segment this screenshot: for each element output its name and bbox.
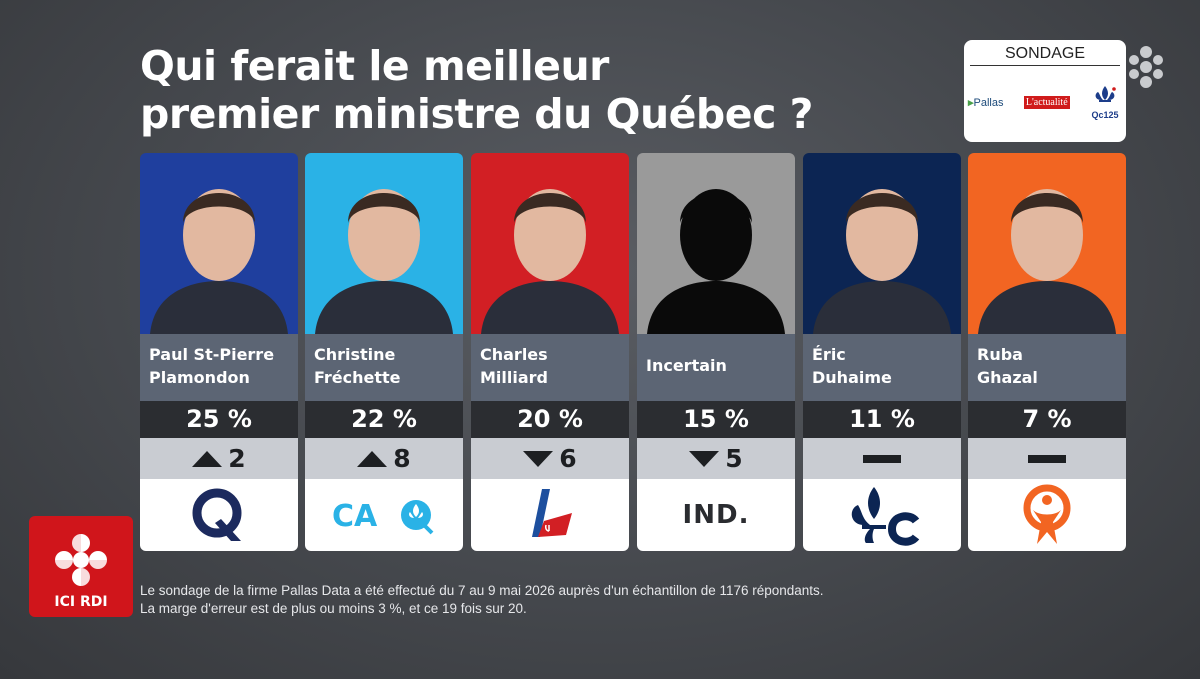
change-indicator: [803, 438, 961, 479]
footnote: Le sondage de la firme Pallas Data a été…: [140, 582, 1040, 618]
candidate-card: Ruba Ghazal 7 %: [968, 153, 1126, 551]
candidate-card: Éric Duhaime 11 %: [803, 153, 961, 551]
no-change-dash-icon: [863, 454, 901, 463]
svg-text:CA: CA: [332, 499, 378, 534]
change-indicator: 8: [305, 438, 463, 479]
candidate-name-line-2: Ghazal: [977, 368, 1038, 387]
arrow-up-icon: [357, 450, 388, 467]
candidate-portrait: [637, 153, 795, 334]
ici-rdi-logo: ICI RDI: [29, 516, 133, 617]
footnote-line-1: Le sondage de la firme Pallas Data a été…: [140, 583, 824, 598]
ici-rdi-label: ICI RDI: [54, 594, 108, 610]
candidate-portrait: [140, 153, 298, 334]
candidate-portrait: [968, 153, 1126, 334]
footnote-line-2: La marge d'erreur est de plus ou moins 3…: [140, 601, 527, 616]
pallas-logo: ▸Pallas: [968, 96, 1004, 109]
candidate-name-line-2: Duhaime: [812, 368, 892, 387]
caq-logo-icon: CA: [332, 499, 434, 535]
candidate-name: Ruba Ghazal: [968, 334, 1126, 401]
cbc-gem-icon: [1129, 46, 1163, 88]
candidate-portrait: [305, 153, 463, 334]
change-value: 6: [559, 444, 577, 473]
qs-logo-icon: [1023, 484, 1071, 544]
arrow-down-icon: [523, 450, 554, 467]
candidate-name-line-1: Charles: [480, 345, 548, 364]
ind-label: IND.: [682, 500, 750, 530]
candidate-name: Christine Fréchette: [305, 334, 463, 401]
change-indicator: 2: [140, 438, 298, 479]
candidate-name: Incertain: [637, 334, 795, 401]
pq-logo-icon: [192, 488, 242, 541]
candidate-name: Éric Duhaime: [803, 334, 961, 401]
candidate-photo: [140, 153, 298, 334]
percentage-value: 22 %: [305, 401, 463, 438]
candidate-name-line-2: Fréchette: [314, 368, 401, 387]
arrow-up-icon: [192, 450, 223, 467]
radio-canada-gem-icon: [55, 534, 107, 586]
candidate-card: Paul St-Pierre Plamondon 25 % 2: [140, 153, 298, 551]
title-line-1: Qui ferait le meilleur: [140, 42, 609, 90]
candidate-card: Charles Milliard 20 % 6: [471, 153, 629, 551]
percentage-value: 20 %: [471, 401, 629, 438]
candidate-card: Incertain 15 % 5 IND.: [637, 153, 795, 551]
pcq-logo-icon: [851, 487, 920, 546]
candidate-portrait: [471, 153, 629, 334]
candidate-photo: [471, 153, 629, 334]
badge-label: SONDAGE: [970, 43, 1120, 66]
change-indicator: 6: [471, 438, 629, 479]
candidate-name-line-1: Éric: [812, 345, 846, 364]
candidate-name: Paul St-Pierre Plamondon: [140, 334, 298, 401]
change-value: 8: [393, 444, 411, 473]
actualite-logo: L'actualité: [1023, 95, 1070, 109]
fleur-de-lis-icon: [1095, 86, 1116, 102]
party-logo: CA: [305, 479, 463, 551]
candidate-name-line-2: Plamondon: [149, 368, 250, 387]
candidate-card: Christine Fréchette 22 % 8 CA: [305, 153, 463, 551]
percentage-value: 7 %: [968, 401, 1126, 438]
change-indicator: 5: [637, 438, 795, 479]
party-logo: IND.: [637, 479, 795, 551]
change-value: 2: [228, 444, 246, 473]
candidate-name-line-1: Incertain: [646, 356, 727, 375]
candidate-photo: [637, 153, 795, 334]
chart-title: Qui ferait le meilleur premier ministre …: [140, 42, 920, 138]
percentage-value: 11 %: [803, 401, 961, 438]
percentage-value: 25 %: [140, 401, 298, 438]
candidate-name-line-1: Christine: [314, 345, 396, 364]
change-value: 5: [725, 444, 743, 473]
candidate-name-line-1: Ruba: [977, 345, 1023, 364]
candidate-name: Charles Milliard: [471, 334, 629, 401]
arrow-down-icon: [689, 450, 720, 467]
change-indicator: [968, 438, 1126, 479]
candidate-name-line-1: Paul St-Pierre: [149, 345, 275, 364]
percentage-value: 15 %: [637, 401, 795, 438]
candidate-portrait: [803, 153, 961, 334]
candidate-name-line-2: Milliard: [480, 368, 548, 387]
candidate-photo: [803, 153, 961, 334]
party-logo: [140, 479, 298, 551]
no-change-dash-icon: [1028, 454, 1066, 463]
party-logo: [968, 479, 1126, 551]
poll-badge: SONDAGE ▸Pallas L'actualité Qc125: [964, 40, 1126, 142]
plq-logo-icon: [532, 489, 572, 537]
qc125-logo: Qc125: [1090, 84, 1120, 120]
party-logo: [803, 479, 961, 551]
candidate-photo: [305, 153, 463, 334]
party-logo: [471, 479, 629, 551]
title-line-2: premier ministre du Québec ?: [140, 90, 813, 138]
badge-logos: ▸Pallas L'actualité Qc125: [964, 66, 1126, 120]
candidate-photo: [968, 153, 1126, 334]
